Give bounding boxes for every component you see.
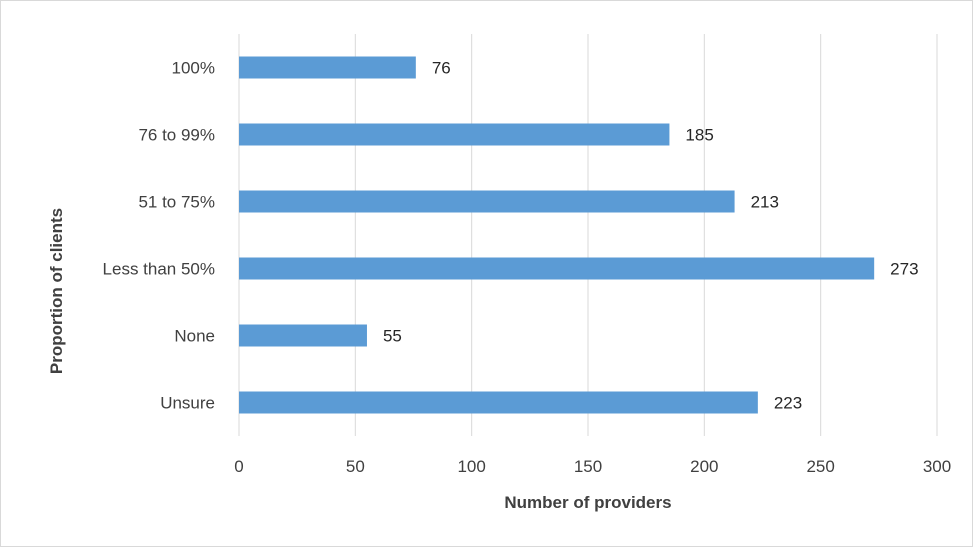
x-axis-title: Number of providers bbox=[504, 493, 671, 512]
x-tick-label: 300 bbox=[923, 457, 951, 476]
x-tick-label: 100 bbox=[457, 457, 485, 476]
bar bbox=[239, 190, 735, 213]
x-tick-label: 50 bbox=[346, 457, 365, 476]
category-label: 76 to 99% bbox=[138, 126, 215, 145]
data-label: 76 bbox=[432, 59, 451, 78]
data-label: 273 bbox=[890, 260, 918, 279]
y-axis-title: Proportion of clients bbox=[47, 208, 66, 374]
labels: 0 50 100 150 200 250 300 100% 76 76 to 99% 185 51 t… bbox=[103, 59, 952, 477]
bar bbox=[239, 56, 416, 79]
x-tick-label: 250 bbox=[806, 457, 834, 476]
x-tick-label: 150 bbox=[574, 457, 602, 476]
data-label: 185 bbox=[685, 126, 713, 145]
x-tick-label: 200 bbox=[690, 457, 718, 476]
bar bbox=[239, 257, 875, 280]
x-tick-label: 0 bbox=[234, 457, 243, 476]
category-label: 100% bbox=[172, 59, 215, 78]
data-label: 223 bbox=[774, 394, 802, 413]
bar bbox=[239, 391, 758, 414]
bar bbox=[239, 324, 367, 347]
bars bbox=[239, 56, 875, 414]
category-label: 51 to 75% bbox=[138, 193, 215, 212]
data-label: 213 bbox=[751, 193, 779, 212]
gridlines bbox=[238, 34, 938, 436]
category-label: None bbox=[174, 327, 215, 346]
category-label: Less than 50% bbox=[103, 260, 215, 279]
category-label: Unsure bbox=[160, 394, 215, 413]
bar bbox=[239, 123, 670, 146]
data-label: 55 bbox=[383, 327, 402, 346]
